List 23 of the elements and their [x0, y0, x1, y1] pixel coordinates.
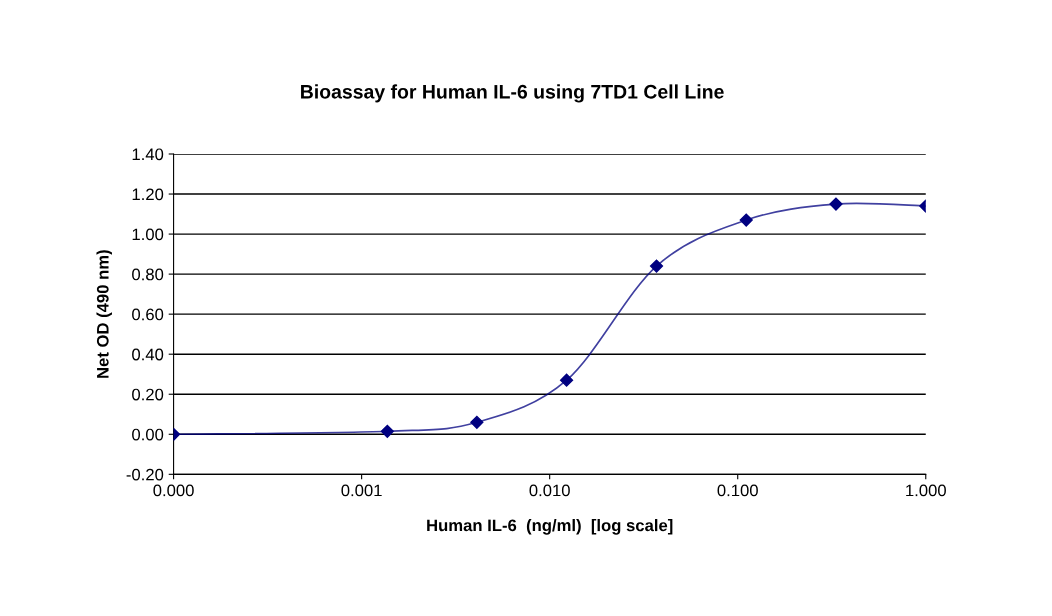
x-axis-title: Human IL-6 (ng/ml) [log scale]: [427, 519, 673, 535]
y-tick-label: 0.20: [132, 388, 164, 401]
point: [380, 424, 394, 438]
point: [559, 373, 574, 387]
x-tick-label: 0.000: [153, 484, 194, 497]
y-tick-label: 1.40: [132, 148, 164, 161]
x-tick-label: 0.100: [717, 484, 758, 497]
x-tick-label: 0.010: [529, 484, 570, 497]
y-tick-label: 0.60: [132, 308, 164, 321]
y-tick-label: 0.00: [132, 428, 164, 441]
point: [649, 259, 664, 273]
y-tick-label: 1.20: [132, 188, 164, 201]
point: [739, 213, 753, 227]
y-tick-label: -0.20: [126, 468, 164, 481]
chart-title: Bioassay for Human IL-6 using 7TD1 Cell Line: [301, 84, 724, 103]
y-tick-label: 0.80: [132, 268, 164, 281]
y-tick-label: 1.00: [132, 228, 164, 241]
point: [470, 415, 484, 429]
y-tick-label: 0.40: [132, 348, 164, 361]
y-axis-title: Net OD (490 nm): [96, 250, 112, 378]
x-tick-label: 1.000: [906, 484, 946, 497]
point: [829, 197, 843, 211]
x-tick-label: 0.001: [341, 484, 382, 497]
